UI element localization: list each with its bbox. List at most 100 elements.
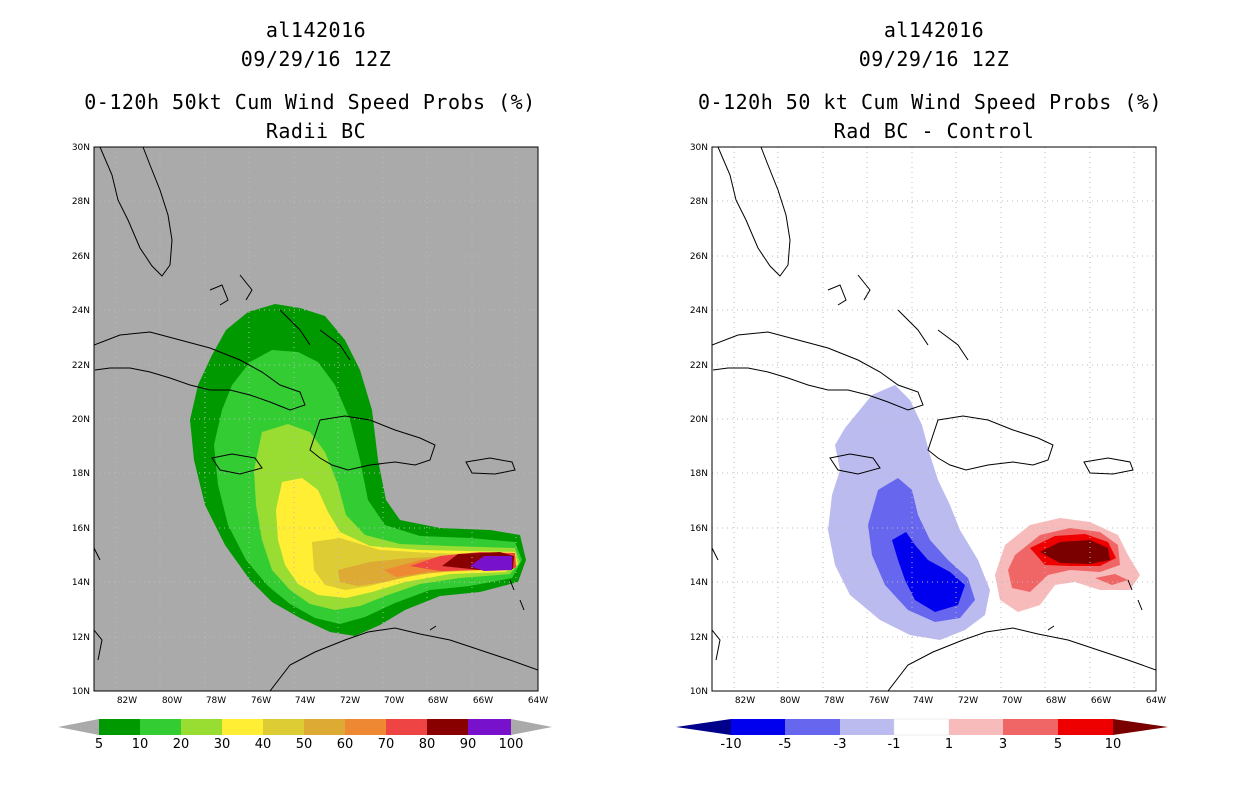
bahamas-coast <box>827 274 969 361</box>
left-lon-labels: 82W 80W 78W 76W 74W 72W 70W 68W 66W 64W <box>117 696 548 706</box>
south-america-coast <box>269 627 538 691</box>
right-difference-contours <box>828 385 1140 640</box>
colorbar-label: -5 <box>778 737 792 752</box>
lat-label: 16N <box>690 524 708 534</box>
colorbar-bin <box>140 719 181 735</box>
jamaica-coast <box>211 453 263 475</box>
lat-label: 30N <box>690 143 708 153</box>
left-probability-contours <box>190 304 526 636</box>
lon-label: 66W <box>1091 696 1111 706</box>
lon-label: 64W <box>528 696 548 706</box>
lat-label: 14N <box>72 578 90 588</box>
colorbar-bin <box>1003 719 1058 735</box>
right-coastlines <box>712 147 1156 691</box>
colorbar-label: 80 <box>418 737 436 752</box>
right-datetime: 09/29/16 12Z <box>858 47 1010 71</box>
colorbar-label: 5 <box>94 737 104 752</box>
lon-label: 80W <box>780 696 800 706</box>
contour-90 <box>470 556 512 571</box>
right-map-frame <box>711 146 1157 692</box>
cuba-coast <box>712 331 924 411</box>
lon-label: 78W <box>824 696 844 706</box>
lat-label: 10N <box>690 687 708 697</box>
colorbar-label: 60 <box>336 737 354 752</box>
colorbar-bin <box>222 719 263 735</box>
lat-label: 30N <box>72 143 90 153</box>
central-america-coast <box>94 547 103 661</box>
colorbar-label: -3 <box>833 737 847 752</box>
colorbar-bin <box>345 719 386 735</box>
colorbar-under-arrow <box>676 719 731 735</box>
lon-label: 82W <box>735 696 755 706</box>
lon-label: 66W <box>473 696 493 706</box>
left-storm-id: al142016 <box>265 18 367 42</box>
lon-label: 72W <box>958 696 978 706</box>
colorbar-bin <box>785 719 840 735</box>
lon-label: 82W <box>117 696 137 706</box>
colorbar-bin <box>427 719 468 735</box>
colorbar-bin <box>893 718 950 736</box>
right-grid <box>712 147 1156 691</box>
lat-label: 16N <box>72 524 90 534</box>
right-subtitle: Rad BC - Control <box>833 119 1035 143</box>
colorbar-label: 70 <box>377 737 395 752</box>
lon-label: 72W <box>340 696 360 706</box>
left-map: 30N 28N 26N 24N 22N 20N 18N 16N 14N 12N … <box>72 143 548 706</box>
right-lon-labels: 82W 80W 78W 76W 74W 72W 70W 68W 66W 64W <box>735 696 1166 706</box>
colorbar-label: 1 <box>944 737 954 752</box>
hispaniola-coast <box>309 415 436 471</box>
colorbar-label: 10 <box>1104 737 1122 752</box>
left-lat-labels: 30N 28N 26N 24N 22N 20N 18N 16N 14N 12N … <box>72 143 90 697</box>
colorbar-label: 5 <box>1053 737 1063 752</box>
left-coastlines <box>94 147 538 691</box>
lon-label: 70W <box>384 696 404 706</box>
lon-label: 70W <box>1002 696 1022 706</box>
colorbar-bin <box>99 719 140 735</box>
colorbar-label: 90 <box>459 737 477 752</box>
lon-label: 80W <box>162 696 182 706</box>
lat-label: 18N <box>690 469 708 479</box>
lat-label: 26N <box>690 252 708 262</box>
contour-neg5 <box>892 532 965 612</box>
colorbar-bin <box>949 719 1003 735</box>
lat-label: 12N <box>690 633 708 643</box>
contour-pos10 <box>1040 540 1110 564</box>
colorbar-label: 20 <box>172 737 190 752</box>
lon-label: 68W <box>428 696 448 706</box>
left-title: 0-120h 50kt Cum Wind Speed Probs (%) <box>84 90 536 114</box>
colorbar-label: 40 <box>254 737 272 752</box>
lesser-antilles <box>429 579 525 631</box>
lon-label: 76W <box>251 696 271 706</box>
lon-label: 74W <box>295 696 315 706</box>
lon-label: 78W <box>206 696 226 706</box>
lat-label: 20N <box>72 415 90 425</box>
puerto-rico-coast <box>1083 457 1134 475</box>
colorbar-bin <box>468 719 511 735</box>
lat-label: 12N <box>72 633 90 643</box>
colorbar-bin <box>304 719 345 735</box>
lesser-antilles <box>1047 579 1143 631</box>
florida-coast <box>717 147 791 277</box>
colorbar-bin <box>731 719 785 735</box>
right-lat-labels: 30N 28N 26N 24N 22N 20N 18N 16N 14N 12N … <box>690 143 708 697</box>
lat-label: 20N <box>690 415 708 425</box>
lat-label: 28N <box>72 197 90 207</box>
colorbar-under-arrow <box>58 719 99 735</box>
lat-label: 24N <box>690 306 708 316</box>
colorbar-bin <box>840 719 894 735</box>
left-subtitle: Radii BC <box>265 119 367 143</box>
lat-label: 22N <box>72 361 90 371</box>
south-america-coast <box>887 627 1156 691</box>
colorbar-label: -1 <box>887 737 901 752</box>
colorbar-label: 30 <box>213 737 231 752</box>
central-america-coast <box>712 547 721 661</box>
colorbar-over-arrow <box>1113 719 1168 735</box>
lon-label: 76W <box>869 696 889 706</box>
right-map: 30N 28N 26N 24N 22N 20N 18N 16N 14N 12N … <box>690 143 1166 706</box>
lat-label: 26N <box>72 252 90 262</box>
colorbar-label: 10 <box>131 737 149 752</box>
right-colorbar <box>676 718 1168 736</box>
hispaniola-coast <box>927 415 1054 471</box>
colorbar-bin <box>181 719 222 735</box>
florida-coast <box>99 147 173 277</box>
